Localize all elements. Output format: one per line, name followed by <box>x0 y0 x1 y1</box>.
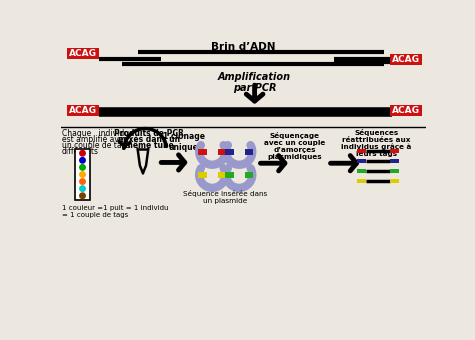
FancyBboxPatch shape <box>357 158 366 163</box>
Circle shape <box>79 164 86 171</box>
FancyBboxPatch shape <box>199 149 207 155</box>
FancyBboxPatch shape <box>357 178 366 183</box>
Circle shape <box>79 178 86 185</box>
FancyBboxPatch shape <box>390 149 399 153</box>
Text: ACAG: ACAG <box>69 106 97 115</box>
Text: est amplifié avec: est amplifié avec <box>62 135 128 144</box>
FancyBboxPatch shape <box>199 172 207 178</box>
Circle shape <box>79 157 86 164</box>
FancyBboxPatch shape <box>390 178 399 183</box>
Text: Séquences
réattribuées aux
individus grâce à
leurs tags: Séquences réattribuées aux individus grâ… <box>341 129 411 157</box>
FancyBboxPatch shape <box>218 172 226 178</box>
Text: ACAG: ACAG <box>392 55 420 64</box>
Text: ACAG: ACAG <box>69 49 97 58</box>
FancyBboxPatch shape <box>75 149 90 200</box>
FancyBboxPatch shape <box>225 149 234 155</box>
Circle shape <box>79 185 86 192</box>
Text: 1 couleur =1 puit = 1 individu
= 1 couple de tags: 1 couleur =1 puit = 1 individu = 1 coupl… <box>62 205 169 218</box>
FancyBboxPatch shape <box>390 54 422 65</box>
FancyBboxPatch shape <box>245 149 253 155</box>
Text: même tube: même tube <box>125 141 173 150</box>
FancyBboxPatch shape <box>245 172 253 178</box>
FancyBboxPatch shape <box>390 158 399 163</box>
Text: ACAG: ACAG <box>392 106 420 115</box>
Text: mixés dans un: mixés dans un <box>118 135 180 144</box>
Text: Séquençage
avec un couple
d’amorçes
plasmidiques: Séquençage avec un couple d’amorçes plas… <box>264 132 325 160</box>
FancyBboxPatch shape <box>66 48 99 59</box>
Text: différents: différents <box>62 147 99 156</box>
FancyBboxPatch shape <box>357 149 366 153</box>
Circle shape <box>79 150 86 157</box>
Circle shape <box>79 192 86 199</box>
Circle shape <box>79 171 86 178</box>
FancyBboxPatch shape <box>390 169 399 173</box>
Text: Produits de PCR: Produits de PCR <box>114 129 184 138</box>
FancyBboxPatch shape <box>225 172 234 178</box>
FancyBboxPatch shape <box>66 105 99 116</box>
Text: Brin d’ADN: Brin d’ADN <box>211 42 276 52</box>
Text: 1 clonage
unique: 1 clonage unique <box>163 132 205 152</box>
FancyBboxPatch shape <box>357 169 366 173</box>
FancyBboxPatch shape <box>218 149 226 155</box>
Text: Amplification
par PCR: Amplification par PCR <box>218 72 291 93</box>
Text: un couple de tags: un couple de tags <box>62 141 131 150</box>
Text: Chaque   individu: Chaque individu <box>62 129 129 138</box>
Text: Séquence insérée dans
un plasmide: Séquence insérée dans un plasmide <box>183 190 267 204</box>
FancyBboxPatch shape <box>390 105 422 116</box>
